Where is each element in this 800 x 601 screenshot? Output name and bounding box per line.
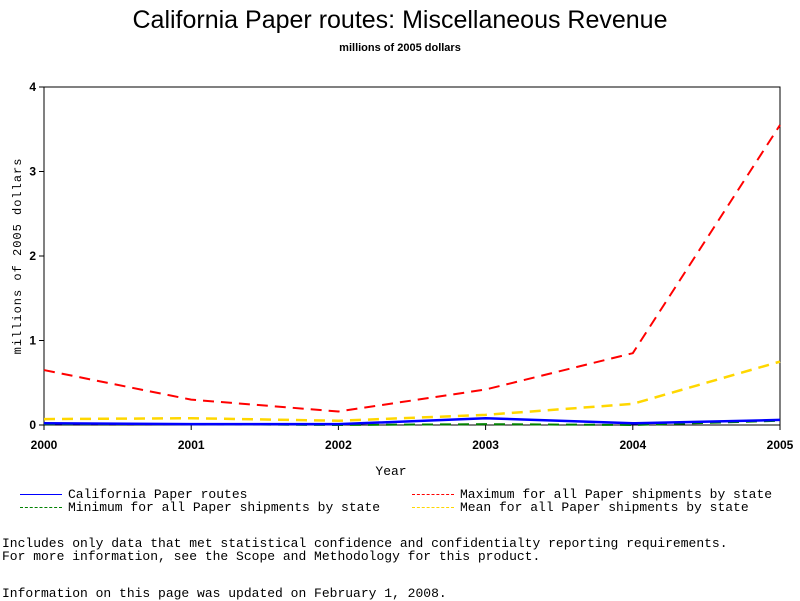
chart-subtitle: millions of 2005 dollars (339, 42, 461, 54)
x-tick-label-2: 2002 (325, 438, 352, 452)
y-tick-label-1: 1 (29, 334, 36, 348)
series-line-0 (43, 416, 781, 426)
note-methodology: For more information, see the Scope and … (2, 549, 541, 564)
legend-item-minimum: Minimum for all Paper shipments by state (20, 500, 380, 515)
y-axis-label: millions of 2005 dollars (11, 158, 25, 355)
note-confidence: Includes only data that met statistical … (2, 536, 728, 551)
legend-swatch-minimum (20, 507, 62, 509)
legend-label-california: California Paper routes (68, 487, 248, 502)
y-tick-label-3: 3 (29, 165, 36, 179)
x-tick-label-4: 2004 (619, 438, 646, 452)
y-tick-label-4: 4 (29, 80, 36, 94)
note-updated: Information on this page was updated on … (2, 586, 447, 601)
series-line-2 (44, 419, 781, 426)
legend-swatch-maximum (412, 494, 454, 496)
x-tick-label-3: 2003 (472, 438, 499, 452)
legend-label-maximum: Maximum for all Paper shipments by state (460, 487, 773, 502)
legend-label-minimum: Minimum for all Paper shipments by state (68, 500, 381, 515)
y-tick-label-2: 2 (29, 249, 36, 263)
legend-item-california: California Paper routes (20, 487, 247, 502)
legend-swatch-california (20, 494, 62, 496)
plot-frame (43, 86, 781, 426)
legend-swatch-mean (412, 507, 454, 509)
x-tick-label-5: 2005 (767, 438, 794, 452)
series-line-3 (43, 360, 781, 423)
x-axis-label: Year (375, 464, 406, 479)
x-tick-label-1: 2001 (178, 438, 205, 452)
legend-label-mean: Mean for all Paper shipments by state (460, 500, 749, 515)
legend-item-mean: Mean for all Paper shipments by state (412, 500, 749, 515)
legend-item-maximum: Maximum for all Paper shipments by state (412, 487, 772, 502)
series-line-1 (43, 124, 781, 413)
chart-title: California Paper routes: Miscellaneous R… (132, 6, 668, 34)
x-tick-label-0: 2000 (31, 438, 58, 452)
y-tick-label-0: 0 (29, 418, 36, 432)
